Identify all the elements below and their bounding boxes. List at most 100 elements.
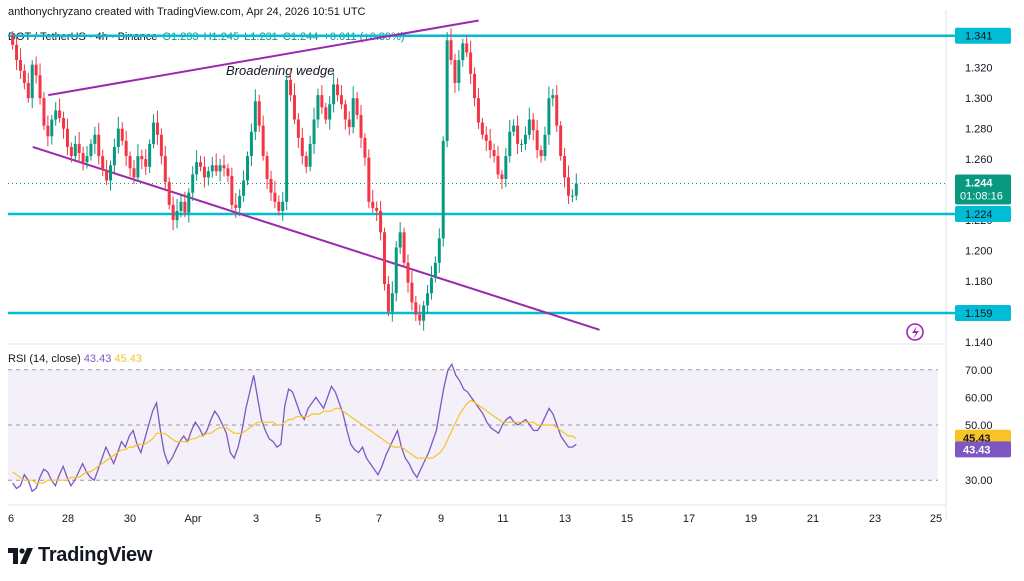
level-price-label[interactable]: 1.159: [955, 305, 1011, 322]
candle[interactable]: [132, 160, 136, 184]
candle[interactable]: [18, 48, 22, 79]
candle[interactable]: [112, 138, 116, 174]
candle[interactable]: [339, 85, 343, 109]
candle[interactable]: [77, 132, 81, 164]
candle[interactable]: [504, 147, 508, 188]
candle[interactable]: [101, 149, 105, 177]
candle[interactable]: [461, 38, 465, 67]
candle[interactable]: [93, 126, 97, 154]
candle[interactable]: [390, 281, 394, 322]
wedge-lower-line[interactable]: [32, 146, 600, 331]
candle[interactable]: [379, 200, 383, 241]
candle[interactable]: [289, 71, 293, 102]
candle[interactable]: [30, 60, 34, 109]
candle[interactable]: [394, 241, 398, 302]
candle[interactable]: [375, 201, 379, 222]
candle[interactable]: [11, 31, 15, 50]
rsi-last-label[interactable]: 43.43: [955, 441, 1011, 458]
candle[interactable]: [480, 118, 484, 140]
candle[interactable]: [175, 199, 179, 229]
candle[interactable]: [214, 153, 218, 176]
candle[interactable]: [69, 142, 73, 163]
candle[interactable]: [144, 149, 148, 175]
candle[interactable]: [206, 166, 210, 186]
candle[interactable]: [359, 104, 363, 148]
tradingview-logo[interactable]: TradingView: [8, 544, 152, 567]
candle[interactable]: [269, 170, 273, 201]
candle[interactable]: [363, 133, 367, 166]
candle[interactable]: [202, 156, 206, 188]
candle[interactable]: [116, 116, 120, 154]
candle[interactable]: [383, 227, 387, 291]
candle[interactable]: [81, 146, 85, 171]
candle[interactable]: [551, 88, 555, 107]
candle[interactable]: [355, 91, 359, 120]
candle[interactable]: [441, 136, 445, 247]
candle[interactable]: [449, 28, 453, 65]
candle[interactable]: [124, 130, 128, 167]
candle[interactable]: [199, 155, 203, 172]
candle[interactable]: [336, 78, 340, 102]
rsi-line[interactable]: [12, 362, 577, 493]
candle[interactable]: [484, 126, 488, 151]
candle[interactable]: [539, 145, 543, 163]
candle[interactable]: [238, 189, 242, 217]
candle[interactable]: [343, 99, 347, 130]
candle[interactable]: [105, 159, 109, 186]
candle[interactable]: [555, 85, 559, 133]
candle[interactable]: [433, 256, 437, 283]
candle[interactable]: [563, 147, 567, 188]
candle[interactable]: [547, 86, 551, 145]
candle[interactable]: [308, 135, 312, 172]
candle[interactable]: [167, 177, 171, 210]
candle[interactable]: [179, 195, 183, 218]
candle[interactable]: [277, 195, 281, 216]
candle[interactable]: [500, 169, 504, 190]
candle[interactable]: [508, 119, 512, 163]
symbol-title[interactable]: DOT / TetherUS · 4h · Binance: [8, 31, 158, 43]
candle[interactable]: [523, 126, 527, 151]
wedge-upper-line[interactable]: [48, 19, 479, 97]
candle[interactable]: [222, 155, 226, 177]
candle[interactable]: [371, 189, 375, 213]
candle[interactable]: [300, 127, 304, 165]
candle[interactable]: [140, 149, 144, 170]
candle[interactable]: [492, 143, 496, 163]
candle[interactable]: [54, 102, 58, 126]
rsi-ma-line[interactable]: [12, 399, 577, 484]
candle[interactable]: [304, 151, 308, 174]
candle[interactable]: [191, 166, 195, 201]
candle[interactable]: [516, 115, 520, 154]
candle[interactable]: [574, 173, 578, 201]
candle[interactable]: [159, 128, 163, 165]
candle[interactable]: [418, 304, 422, 326]
candle[interactable]: [543, 126, 547, 161]
candle[interactable]: [566, 165, 570, 204]
candle[interactable]: [15, 36, 19, 71]
candle[interactable]: [414, 295, 418, 321]
candle[interactable]: [73, 135, 77, 161]
candle[interactable]: [218, 158, 222, 182]
candle[interactable]: [406, 254, 410, 293]
candle[interactable]: [22, 64, 26, 90]
candle[interactable]: [62, 111, 66, 139]
candle[interactable]: [410, 270, 414, 311]
candle[interactable]: [527, 107, 531, 140]
candle[interactable]: [195, 150, 199, 181]
flash-icon[interactable]: [906, 323, 924, 341]
candle[interactable]: [320, 85, 324, 114]
candle[interactable]: [422, 300, 426, 331]
candle[interactable]: [273, 180, 277, 209]
candle[interactable]: [316, 88, 320, 128]
candle[interactable]: [535, 120, 539, 159]
candle[interactable]: [559, 121, 563, 161]
candle[interactable]: [367, 149, 371, 209]
candle[interactable]: [457, 50, 461, 92]
candle[interactable]: [285, 75, 289, 211]
level-price-label[interactable]: 1.224: [955, 206, 1011, 222]
candle[interactable]: [488, 128, 492, 159]
candle[interactable]: [120, 122, 124, 146]
candle[interactable]: [445, 32, 449, 148]
candle[interactable]: [437, 228, 441, 273]
